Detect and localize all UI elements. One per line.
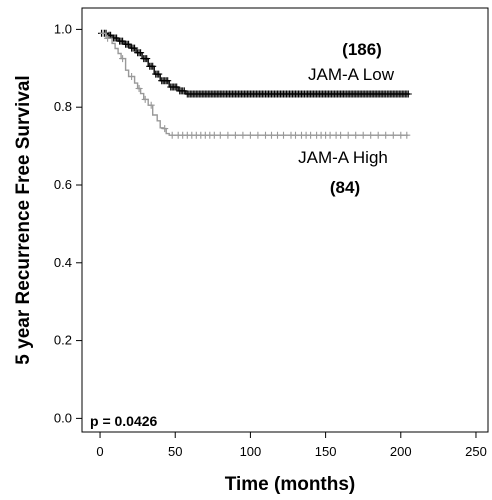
- low-count-label: (186): [342, 40, 382, 59]
- x-tick-label: 50: [168, 444, 182, 459]
- censor-mark-jam-a-high: [292, 131, 299, 139]
- censor-mark-jam-a-high: [344, 131, 352, 139]
- y-axis-title: 5 year Recurrence Free Survival: [13, 75, 34, 364]
- censor-mark-jam-a-low: [173, 83, 181, 91]
- y-tick-label: 1.0: [54, 21, 72, 36]
- x-tick-label: 0: [96, 444, 103, 459]
- censor-mark-jam-a-high: [367, 131, 375, 139]
- x-axis-title: Time (months): [225, 474, 356, 495]
- censor-mark-jam-a-high: [307, 131, 315, 139]
- censor-mark-jam-a-low: [113, 34, 121, 42]
- p-value-label: p = 0.0426: [90, 413, 158, 429]
- high-series-label: JAM-A High: [298, 148, 388, 167]
- censor-mark-jam-a-high: [161, 125, 169, 133]
- censor-mark-jam-a-low: [143, 55, 151, 63]
- censor-mark-jam-a-high: [254, 131, 262, 139]
- censor-mark-jam-a-high: [210, 131, 218, 139]
- censor-mark-jam-a-high: [337, 131, 345, 139]
- x-axis: 0 50 100 150 200 250: [96, 432, 487, 459]
- x-tick-label: 200: [390, 444, 412, 459]
- censor-mark-jam-a-high: [104, 34, 112, 42]
- censor-mark-jam-a-high: [403, 131, 411, 139]
- censor-mark-jam-a-low: [180, 87, 188, 95]
- censor-mark-jam-a-high: [389, 131, 397, 139]
- x-tick-label: 250: [465, 444, 487, 459]
- censor-mark-jam-a-high: [382, 131, 390, 139]
- y-tick-label: 0.4: [54, 255, 72, 270]
- censor-mark-jam-a-low: [155, 70, 163, 78]
- y-tick-label: 0.6: [54, 177, 72, 192]
- censor-mark-jam-a-low: [404, 90, 412, 98]
- censor-mark-jam-a-high: [119, 55, 127, 63]
- low-series-label: JAM-A Low: [308, 65, 395, 84]
- censor-mark-jam-a-high: [147, 101, 155, 109]
- censor-mark-jam-a-low: [119, 37, 127, 45]
- high-count-label: (84): [330, 178, 360, 197]
- y-tick-label: 0.2: [54, 333, 72, 348]
- y-tick-label: 0.0: [54, 410, 72, 425]
- censor-mark-jam-a-high: [397, 131, 405, 139]
- censor-mark-jam-a-low: [125, 40, 133, 48]
- censor-mark-jam-a-low: [149, 62, 157, 70]
- censor-mark-jam-a-high: [128, 73, 136, 80]
- censor-mark-jam-a-high: [359, 131, 367, 139]
- censor-mark-jam-a-low: [131, 44, 139, 52]
- censor-mark-jam-a-high: [268, 131, 275, 139]
- censor-mark-jam-a-high: [262, 131, 269, 139]
- x-tick-label: 150: [315, 444, 337, 459]
- censor-mark-jam-a-high: [99, 29, 107, 37]
- censor-mark-jam-a-high: [135, 85, 143, 92]
- censor-mark-jam-a-high: [246, 131, 254, 139]
- y-axis: 0.0 0.2 0.4 0.6 0.8 1.0: [54, 21, 82, 425]
- censor-mark-jam-a-high: [231, 131, 239, 139]
- censor-mark-jam-a-high: [141, 95, 149, 103]
- censor-mark-jam-a-low: [164, 77, 172, 85]
- y-tick-label: 0.8: [54, 99, 72, 114]
- censor-mark-jam-a-high: [326, 131, 334, 139]
- censor-mark-jam-a-high: [216, 131, 224, 139]
- censor-mark-jam-a-high: [274, 131, 281, 139]
- censor-mark-jam-a-high: [168, 131, 176, 139]
- censor-mark-jam-a-high: [280, 131, 287, 139]
- censor-mark-jam-a-high: [224, 131, 232, 139]
- x-tick-label: 100: [240, 444, 262, 459]
- censor-mark-jam-a-high: [352, 131, 360, 139]
- censor-mark-jam-a-high: [374, 131, 382, 139]
- series-layer: [98, 29, 412, 139]
- plot-frame: [81, 7, 489, 433]
- censor-mark-jam-a-high: [239, 131, 247, 139]
- censor-mark-jam-a-low: [137, 49, 145, 57]
